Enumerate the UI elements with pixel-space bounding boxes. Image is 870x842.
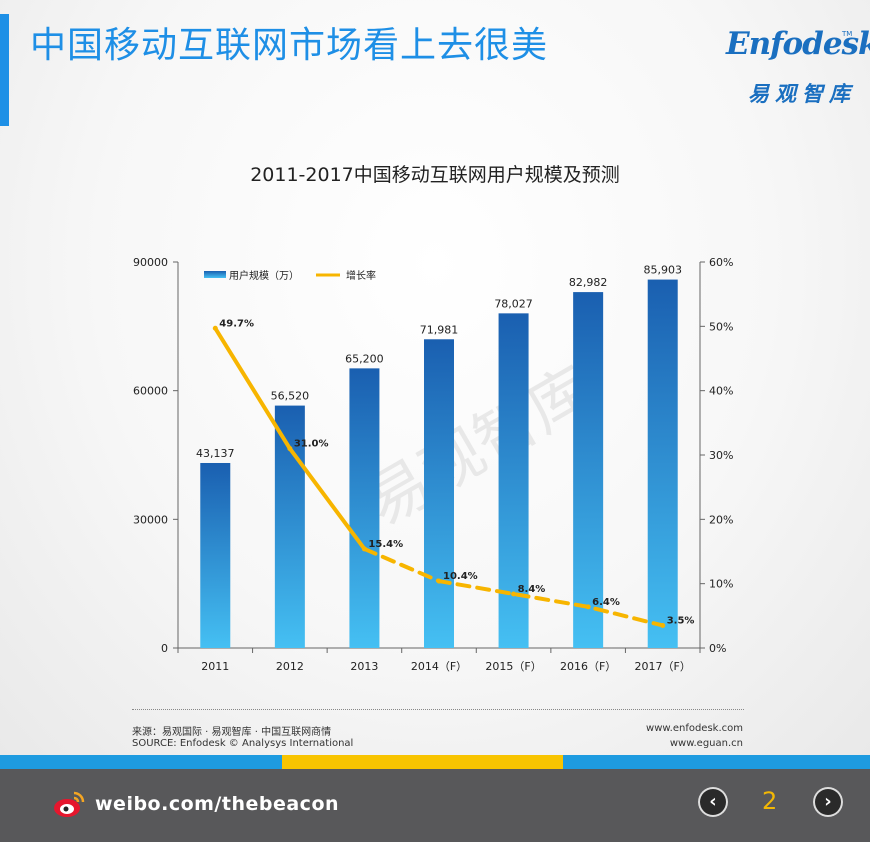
legend-bar-label: 用户规模（万）: [229, 269, 299, 282]
accent-bar: [0, 14, 9, 126]
growth-point: [585, 604, 591, 610]
right-tick-label: 50%: [709, 320, 733, 333]
site-eguan: www.eguan.cn: [669, 738, 743, 749]
bar-label: 56,520: [271, 390, 310, 403]
stripe-yellow: [282, 755, 563, 769]
category-label: 2016（F）: [560, 660, 616, 673]
growth-label: 31.0%: [294, 439, 329, 450]
growth-label: 15.4%: [368, 539, 403, 550]
bar-2016F: [573, 292, 604, 648]
category-label: 2012: [276, 660, 304, 673]
enfodesk-logo: Enfodesk TM 易观智库: [726, 26, 870, 116]
category-label: 2014（F）: [411, 660, 467, 673]
growth-line-forecast: [362, 546, 665, 628]
right-tick-label: 10%: [709, 578, 733, 591]
logo-text-cn: 易观智库: [748, 82, 856, 106]
slide: 中国移动互联网市场看上去很美 Enfodesk TM 易观智库 2011-201…: [0, 0, 870, 755]
bar-label: 43,137: [196, 447, 235, 460]
prev-page-button[interactable]: ‹: [698, 787, 728, 817]
left-tick-label: 90000: [133, 256, 168, 269]
source-en: SOURCE: Enfodesk © Analysys Internationa…: [132, 738, 354, 749]
site-enfodesk: www.enfodesk.com: [646, 723, 743, 734]
bar-2015F: [498, 313, 529, 648]
color-stripes: [0, 755, 870, 769]
bar-label: 65,200: [345, 352, 384, 365]
page-number: 2: [762, 787, 778, 815]
category-label: 2015（F）: [485, 660, 541, 673]
right-tick-label: 30%: [709, 449, 733, 462]
bar-label: 85,903: [643, 264, 682, 277]
growth-point: [287, 446, 293, 452]
bar-label: 78,027: [494, 297, 533, 310]
category-label: 2013: [350, 660, 378, 673]
category-label: 2017（F）: [635, 660, 691, 673]
weibo-link[interactable]: weibo.com/thebeacon: [95, 793, 340, 815]
bar-label: 82,982: [569, 276, 608, 289]
growth-label: 49.7%: [219, 318, 254, 329]
right-tick-label: 60%: [709, 256, 733, 269]
bar-2013: [349, 368, 380, 648]
left-tick-label: 60000: [133, 385, 168, 398]
divider: [132, 709, 744, 710]
growth-point: [361, 546, 367, 552]
growth-label: 6.4%: [592, 597, 620, 608]
next-page-button[interactable]: ›: [813, 787, 843, 817]
growth-point: [212, 325, 218, 331]
bar-2017F: [647, 279, 678, 648]
left-tick-label: 0: [161, 642, 168, 655]
footer: weibo.com/thebeacon ‹ 2 ›: [0, 769, 870, 842]
legend-line-label: 增长率: [346, 269, 376, 282]
growth-point: [660, 622, 666, 628]
legend-bar-swatch: [204, 271, 226, 278]
right-tick-label: 40%: [709, 385, 733, 398]
watermark: 易观智库: [354, 352, 605, 539]
right-tick-label: 0%: [709, 642, 726, 655]
growth-point: [436, 578, 442, 584]
bar-label: 71,981: [420, 323, 459, 336]
logo-text-en: Enfodesk: [726, 26, 870, 62]
stripe-blue-right: [563, 755, 870, 769]
growth-label: 8.4%: [518, 584, 546, 595]
left-tick-label: 30000: [133, 513, 168, 526]
growth-label: 3.5%: [667, 615, 695, 626]
bar-2011: [200, 462, 231, 648]
source-cn: 来源：易观国际 · 易观智库 · 中国互联网商情: [132, 727, 332, 738]
growth-label: 10.4%: [443, 571, 478, 582]
chart-title: 2011-2017中国移动互联网用户规模及预测: [250, 164, 620, 186]
bar-2014F: [424, 339, 454, 648]
stripe-blue-left: [0, 755, 282, 769]
weibo-icon[interactable]: [52, 787, 86, 821]
category-label: 2011: [201, 660, 229, 673]
headline: 中国移动互联网市场看上去很美: [30, 25, 549, 66]
logo-tm: TM: [842, 30, 853, 38]
combo-chart: 易观智库 0 30000 60000 90000 0% 10% 20% 30% 40% 50% 60%…: [133, 256, 733, 673]
right-tick-label: 20%: [709, 513, 733, 526]
growth-point: [511, 591, 517, 597]
